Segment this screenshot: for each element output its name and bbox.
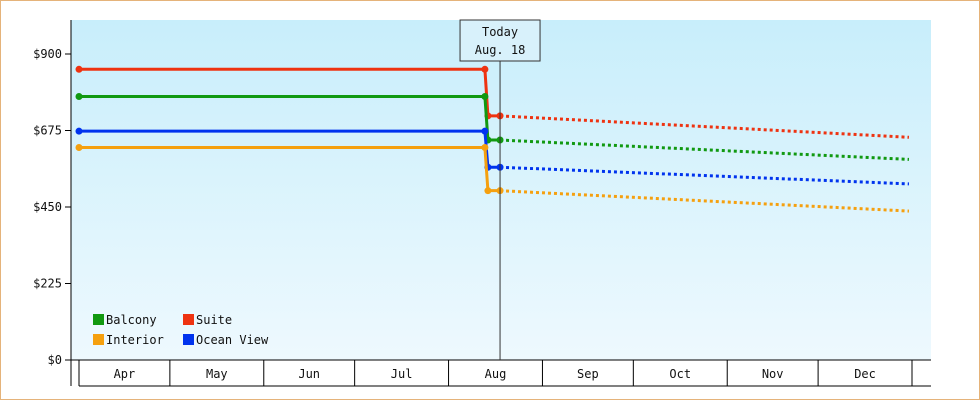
today-label-box (459, 19, 541, 62)
month-label-aug: Aug (485, 367, 507, 381)
month-label-sep: Sep (577, 367, 599, 381)
data-point-balcony (75, 93, 83, 100)
legend-label-ocean-view: Ocean View (196, 333, 269, 347)
today-label: Today (482, 25, 518, 39)
data-point-balcony (481, 93, 489, 100)
series-forecast-suite (499, 114, 910, 139)
month-label-oct: Oct (669, 367, 691, 381)
legend-swatch-interior (93, 334, 104, 345)
month-label-dec: Dec (854, 367, 876, 381)
month-label-jul: Jul (391, 367, 413, 381)
legend-swatch-suite (183, 314, 194, 325)
series-forecast-ocean-view (499, 165, 910, 186)
data-point-suite (75, 65, 83, 73)
series-forecast-balcony (499, 138, 910, 161)
legend-label-suite: Suite (196, 313, 232, 327)
legend-swatch-balcony (93, 314, 104, 325)
series-line-suite (79, 67, 501, 118)
series-line-interior (79, 146, 501, 193)
month-label-jun: Jun (298, 367, 320, 381)
data-point-interior (75, 144, 83, 151)
data-point-suite (481, 65, 489, 73)
y-tick-label: $900 (33, 47, 62, 61)
data-point-ocean-view (75, 127, 83, 135)
data-point-interior (481, 144, 489, 151)
y-tick-label: $225 (33, 277, 62, 291)
series-line-balcony (79, 95, 501, 142)
legend-label-interior: Interior (106, 333, 164, 347)
month-label-nov: Nov (762, 367, 784, 381)
today-date: Aug. 18 (475, 43, 526, 57)
legend-swatch-ocean-view (183, 334, 194, 345)
series-forecast-interior (499, 189, 910, 213)
month-label-apr: Apr (114, 367, 136, 381)
y-tick-label: $0 (48, 353, 62, 367)
data-point-ocean-view (481, 127, 489, 135)
legend-label-balcony: Balcony (106, 313, 157, 327)
month-label-may: May (206, 367, 228, 381)
y-tick-label: $675 (33, 124, 62, 138)
data-point-interior (484, 187, 492, 195)
y-tick-label: $450 (33, 200, 62, 214)
